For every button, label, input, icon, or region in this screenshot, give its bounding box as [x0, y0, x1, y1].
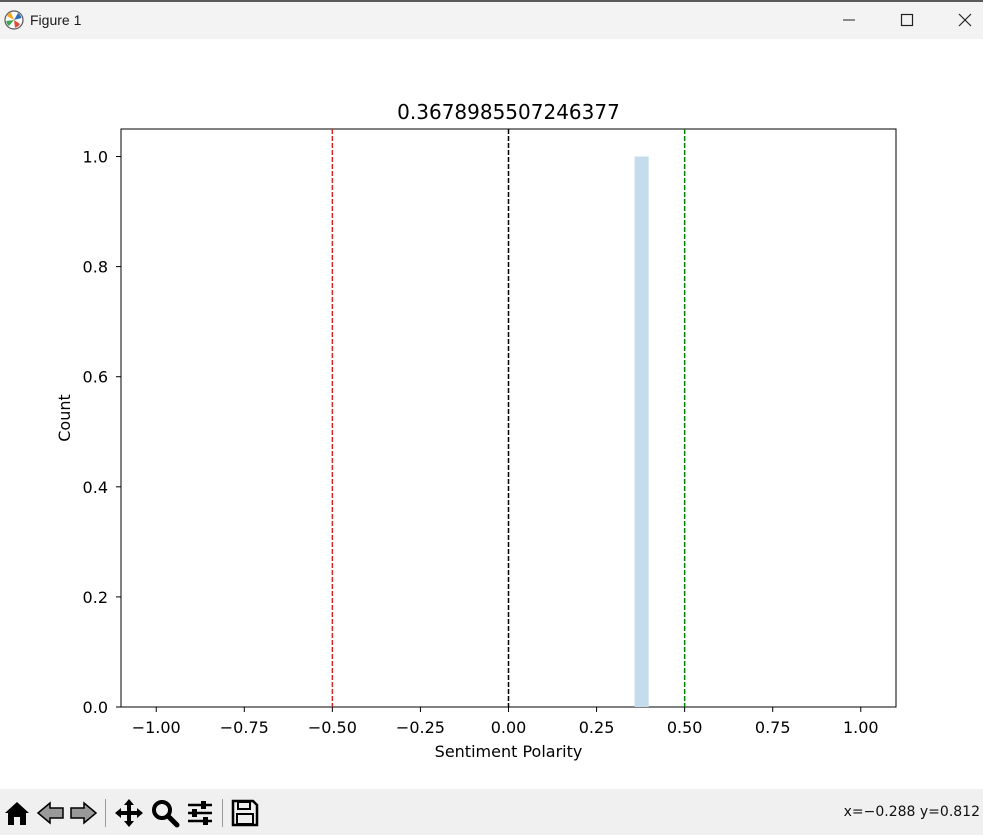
- window-title: Figure 1: [30, 12, 82, 28]
- y-tick-label: 1.0: [83, 148, 108, 167]
- zoom-button[interactable]: [148, 796, 182, 830]
- x-tick-label: −0.25: [396, 718, 445, 737]
- x-tick-label: −1.00: [132, 718, 181, 737]
- zoom-magnifier-icon: [152, 800, 180, 828]
- chart-title: 0.3678985507246377: [397, 100, 620, 124]
- cursor-coordinates: x=−0.288 y=0.812: [843, 804, 980, 820]
- figure-canvas[interactable]: −1.00 −0.75 −0.50 −0.25 0.00 0.25 0.50 0.75 1.00…: [0, 39, 983, 789]
- configure-subplots-icon: [188, 801, 212, 825]
- window-titlebar[interactable]: Figure 1: [0, 2, 983, 39]
- toolbar-separator: [222, 799, 223, 827]
- maximize-icon: [900, 13, 914, 27]
- forward-button[interactable]: [66, 796, 100, 830]
- home-button[interactable]: [0, 796, 34, 830]
- chart-svg: −1.00 −0.75 −0.50 −0.25 0.00 0.25 0.50 0.75 1.00…: [55, 100, 897, 761]
- forward-arrow-icon: [70, 801, 98, 825]
- save-button[interactable]: [228, 796, 262, 830]
- matplotlib-logo-icon: [4, 10, 24, 30]
- x-tick-label: 0.75: [755, 718, 791, 737]
- pan-move-icon: [115, 799, 143, 827]
- x-tick-label: 0.25: [579, 718, 615, 737]
- x-tick-label: −0.50: [308, 718, 357, 737]
- minimize-icon: [843, 19, 855, 21]
- minimize-button[interactable]: [826, 2, 872, 39]
- y-tick-label: 0.2: [83, 588, 108, 607]
- navigation-toolbar: x=−0.288 y=0.812: [0, 789, 983, 835]
- x-axis-label: Sentiment Polarity: [435, 742, 583, 761]
- x-tick-label: 0.50: [667, 718, 703, 737]
- y-tick-label: 0.0: [83, 698, 108, 717]
- toolbar-separator: [105, 799, 106, 827]
- close-button[interactable]: [942, 2, 983, 39]
- y-axis-label: Count: [55, 394, 74, 442]
- y-tick-label: 0.4: [83, 478, 108, 497]
- x-tick-label: −0.75: [220, 718, 269, 737]
- save-floppy-icon: [231, 799, 259, 827]
- y-tick-label: 0.8: [83, 258, 108, 277]
- y-tick-label: 0.6: [83, 368, 108, 387]
- pan-button[interactable]: [112, 796, 146, 830]
- maximize-button[interactable]: [884, 2, 930, 39]
- home-icon: [5, 802, 29, 825]
- x-tick-label: 0.00: [491, 718, 527, 737]
- close-icon: [958, 13, 972, 27]
- back-button[interactable]: [34, 796, 68, 830]
- screen-top-strip: [0, 0, 983, 2]
- configure-subplots-button[interactable]: [183, 796, 217, 830]
- x-tick-label: 1.00: [843, 718, 879, 737]
- back-arrow-icon: [36, 801, 64, 825]
- histogram-bar: [634, 156, 649, 707]
